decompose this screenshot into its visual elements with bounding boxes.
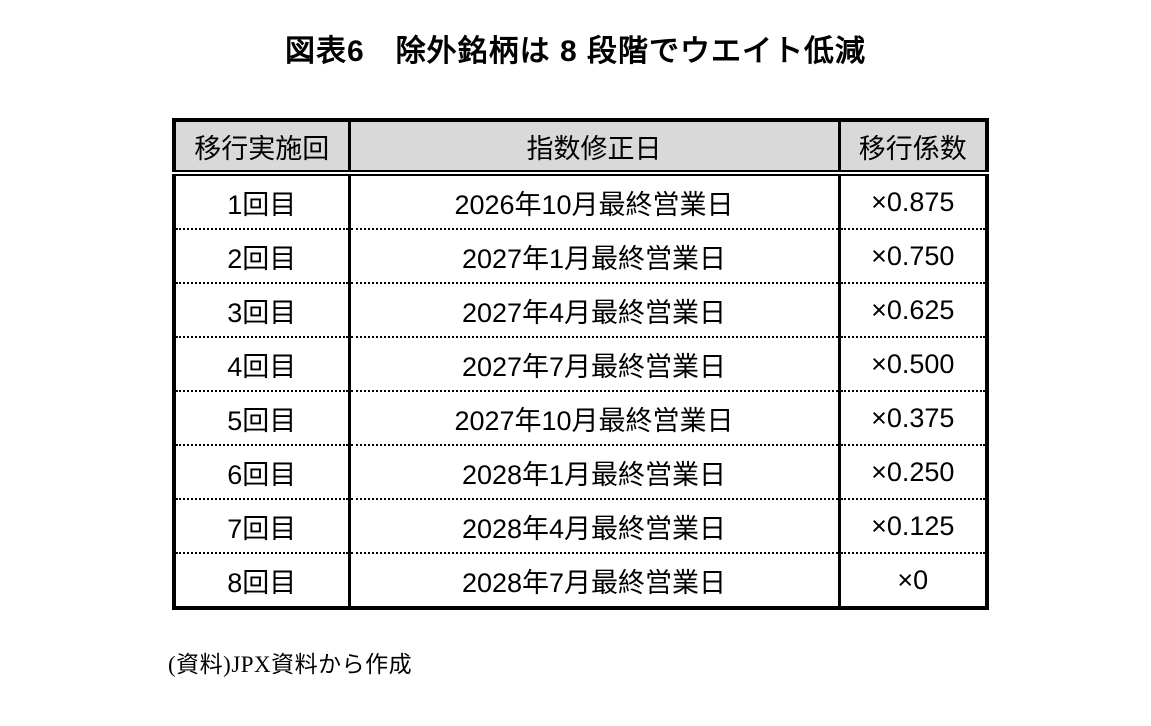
cell-round: 2回目: [174, 228, 349, 283]
cell-date: 2027年4月最終営業日: [347, 282, 839, 337]
cell-factor: ×0.250: [837, 444, 987, 499]
table-row: 1回目 2026年10月最終営業日 ×0.875: [174, 173, 987, 229]
cell-factor: ×0.750: [837, 228, 987, 283]
column-header-date: 指数修正日: [347, 120, 839, 176]
table-row: 2回目 2027年1月最終営業日 ×0.750: [174, 228, 987, 283]
table-row: 5回目 2027年10月最終営業日 ×0.375: [174, 390, 987, 445]
cell-round: 8回目: [174, 552, 349, 608]
cell-factor: ×0.875: [837, 173, 987, 229]
cell-round: 5回目: [174, 390, 349, 445]
cell-round: 3回目: [174, 282, 349, 337]
table-row: 8回目 2028年7月最終営業日 ×0: [174, 552, 987, 608]
table-row: 3回目 2027年4月最終営業日 ×0.625: [174, 282, 987, 337]
table-body: 1回目 2026年10月最終営業日 ×0.875 2回目 2027年1月最終営業…: [174, 173, 987, 608]
cell-date: 2028年4月最終営業日: [347, 498, 839, 553]
cell-date: 2028年7月最終営業日: [347, 552, 839, 608]
cell-date: 2027年7月最終営業日: [347, 336, 839, 391]
table-header: 移行実施回 指数修正日 移行係数: [174, 120, 987, 176]
cell-round: 4回目: [174, 336, 349, 391]
cell-round: 6回目: [174, 444, 349, 499]
source-note: (資料)JPX資料から作成: [168, 652, 413, 677]
column-header-round: 移行実施回: [174, 120, 349, 176]
cell-date: 2026年10月最終営業日: [347, 173, 839, 229]
cell-factor: ×0: [837, 552, 987, 608]
cell-round: 1回目: [174, 173, 349, 229]
weight-reduction-table: 移行実施回 指数修正日 移行係数 1回目 2026年10月最終営業日 ×0.87…: [172, 118, 989, 610]
column-header-factor: 移行係数: [837, 120, 987, 176]
cell-factor: ×0.625: [837, 282, 987, 337]
table-row: 4回目 2027年7月最終営業日 ×0.500: [174, 336, 987, 391]
cell-date: 2028年1月最終営業日: [347, 444, 839, 499]
cell-factor: ×0.375: [837, 390, 987, 445]
cell-factor: ×0.125: [837, 498, 987, 553]
header-row: 移行実施回 指数修正日 移行係数: [174, 120, 987, 176]
cell-round: 7回目: [174, 498, 349, 553]
figure-title: 図表6 除外銘柄は 8 段階でウエイト低減: [284, 35, 867, 68]
cell-factor: ×0.500: [837, 336, 987, 391]
cell-date: 2027年1月最終営業日: [347, 228, 839, 283]
table-row: 7回目 2028年4月最終営業日 ×0.125: [174, 498, 987, 553]
table-row: 6回目 2028年1月最終営業日 ×0.250: [174, 444, 987, 499]
cell-date: 2027年10月最終営業日: [347, 390, 839, 445]
